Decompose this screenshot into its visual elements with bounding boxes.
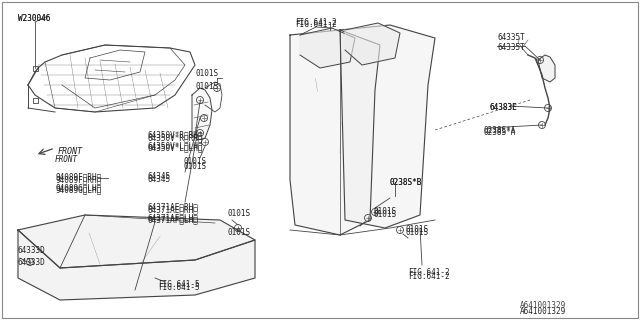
Text: 94089G〈LH〉: 94089G〈LH〉 xyxy=(55,183,101,192)
Text: FRONT: FRONT xyxy=(58,147,83,156)
Text: 0101S: 0101S xyxy=(183,157,206,166)
Text: FIG.641-2: FIG.641-2 xyxy=(295,20,337,29)
Text: A641001329: A641001329 xyxy=(520,307,566,316)
Text: A641001329: A641001329 xyxy=(520,301,566,310)
Text: 64383E: 64383E xyxy=(490,103,518,112)
Text: 64383E: 64383E xyxy=(490,103,518,112)
Text: 64350V*L〈LH〉: 64350V*L〈LH〉 xyxy=(147,141,202,150)
Polygon shape xyxy=(340,25,435,228)
Text: 0101S: 0101S xyxy=(405,228,428,237)
Text: 64350V*R〈RH〉: 64350V*R〈RH〉 xyxy=(148,133,204,142)
Text: FIG.641-5: FIG.641-5 xyxy=(158,283,200,292)
Text: 0101S: 0101S xyxy=(228,209,251,218)
Text: 0101S: 0101S xyxy=(196,82,219,91)
Text: 64335T: 64335T xyxy=(497,43,525,52)
Polygon shape xyxy=(345,23,400,65)
Text: 64350V*L〈LH〉: 64350V*L〈LH〉 xyxy=(148,143,204,152)
Text: 64335T: 64335T xyxy=(497,33,525,42)
Text: 0101S: 0101S xyxy=(374,207,397,216)
Text: 64371AE〈RH〉: 64371AE〈RH〉 xyxy=(147,202,198,211)
Text: 64345: 64345 xyxy=(148,175,171,184)
Text: W230046: W230046 xyxy=(18,14,51,23)
Text: 64371AF〈LH〉: 64371AF〈LH〉 xyxy=(148,215,199,224)
Text: 0101S: 0101S xyxy=(184,162,207,171)
Text: W230046: W230046 xyxy=(18,14,51,23)
Polygon shape xyxy=(290,30,380,235)
Text: 64350V*R〈RH〉: 64350V*R〈RH〉 xyxy=(147,130,202,139)
Text: 0238S*B: 0238S*B xyxy=(390,178,422,187)
Text: 0101S: 0101S xyxy=(228,228,251,237)
Text: FIG.641-5: FIG.641-5 xyxy=(158,280,200,289)
Bar xyxy=(33,66,38,70)
Polygon shape xyxy=(18,215,255,268)
Text: FIG.641-2: FIG.641-2 xyxy=(408,268,450,277)
Text: 94089G〈LH〉: 94089G〈LH〉 xyxy=(55,185,101,194)
Text: 94089F〈RH〉: 94089F〈RH〉 xyxy=(55,175,101,184)
Text: 64371AF〈LH〉: 64371AF〈LH〉 xyxy=(147,213,198,222)
Bar xyxy=(33,98,38,102)
Polygon shape xyxy=(538,55,555,82)
Text: FIG.641-2: FIG.641-2 xyxy=(295,18,337,27)
Polygon shape xyxy=(18,230,255,300)
Text: 0238S*B: 0238S*B xyxy=(390,178,422,187)
Text: 94089F〈RH〉: 94089F〈RH〉 xyxy=(55,172,101,181)
Text: 64371AE〈RH〉: 64371AE〈RH〉 xyxy=(148,205,199,214)
Text: 0101S: 0101S xyxy=(405,225,428,234)
Text: 0238S*A: 0238S*A xyxy=(483,126,515,135)
Text: 64333D: 64333D xyxy=(18,246,45,255)
Text: 0101S: 0101S xyxy=(196,69,219,78)
Text: FRONT: FRONT xyxy=(55,155,78,164)
Text: 64345: 64345 xyxy=(147,172,170,181)
Text: 64333D: 64333D xyxy=(18,258,45,267)
Text: 0101S: 0101S xyxy=(374,210,397,219)
Polygon shape xyxy=(192,88,212,140)
Polygon shape xyxy=(300,28,355,68)
Text: 0238S*A: 0238S*A xyxy=(483,128,515,137)
Text: FIG.641-2: FIG.641-2 xyxy=(408,272,450,281)
